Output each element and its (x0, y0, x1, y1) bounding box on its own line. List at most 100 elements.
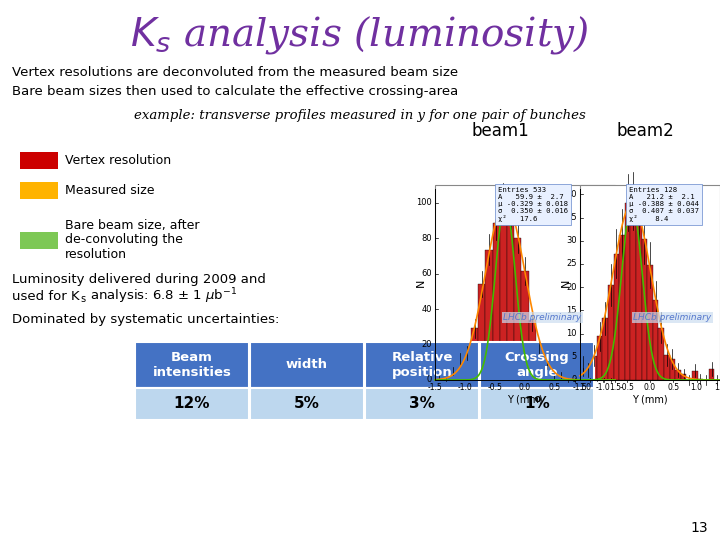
Text: 20: 20 (421, 340, 432, 349)
Text: 0.5: 0.5 (667, 383, 680, 392)
Bar (653, 300, 658, 380)
Bar (471, 328, 478, 380)
Bar (692, 370, 698, 380)
Bar (658, 328, 664, 380)
Bar (480, 388, 594, 420)
Bar (664, 355, 670, 380)
Text: Bare beam sizes then used to calculate the effective crossing-area: Bare beam sizes then used to calculate t… (12, 85, 458, 98)
Text: 35: 35 (567, 213, 577, 222)
Text: 0.5: 0.5 (549, 383, 561, 392)
Bar (708, 369, 714, 380)
Text: Y (mm): Y (mm) (632, 394, 668, 404)
Bar (442, 379, 449, 380)
Text: 20: 20 (567, 282, 577, 292)
Bar (20, 181, 58, 199)
Text: Entries 128
A   21.2 ±  2.1
μ -0.388 ± 0.044
σ  0.407 ± 0.037
χ²    8.4: Entries 128 A 21.2 ± 2.1 μ -0.388 ± 0.04… (629, 187, 699, 222)
Text: 40: 40 (421, 305, 432, 314)
Bar (528, 320, 536, 380)
Text: width: width (286, 359, 328, 372)
Bar (480, 342, 594, 388)
Text: 1.0: 1.0 (690, 383, 703, 392)
Text: used for K: used for K (12, 289, 80, 302)
Text: 1.0: 1.0 (579, 383, 591, 392)
Text: N: N (561, 278, 571, 287)
Text: 40: 40 (567, 190, 577, 199)
Text: 0.0: 0.0 (644, 383, 656, 392)
Bar (478, 284, 485, 380)
Text: Beam
intensities: Beam intensities (153, 351, 231, 379)
Bar (521, 271, 528, 380)
Bar (631, 201, 636, 380)
Text: beam2: beam2 (616, 122, 674, 140)
Bar (492, 223, 500, 380)
Text: -1.5: -1.5 (428, 383, 442, 392)
Text: 0: 0 (572, 375, 577, 384)
Text: -0.5: -0.5 (487, 383, 503, 392)
Bar (603, 319, 608, 380)
Text: LHCb preliminary: LHCb preliminary (633, 313, 711, 322)
Bar (20, 232, 58, 248)
Bar (580, 185, 720, 380)
Text: 0.0: 0.0 (519, 383, 531, 392)
Bar (514, 238, 521, 380)
Bar (449, 371, 456, 380)
Text: LHCb preliminary: LHCb preliminary (503, 313, 582, 322)
Bar (619, 235, 625, 380)
Bar (435, 377, 442, 380)
Text: 5: 5 (572, 352, 577, 361)
Text: 100: 100 (416, 198, 432, 207)
Bar (642, 239, 647, 380)
Text: Bare beam size, after
de-convoluting the
resolution: Bare beam size, after de-convoluting the… (65, 219, 199, 261)
Text: 30: 30 (567, 236, 577, 245)
Text: 60: 60 (421, 269, 432, 278)
Bar (135, 388, 249, 420)
Text: 13: 13 (690, 521, 708, 535)
Text: -1.5: -1.5 (572, 383, 588, 392)
Text: example: transverse profiles measured in y for one pair of bunches: example: transverse profiles measured in… (134, 109, 586, 122)
Bar (250, 388, 364, 420)
Bar (681, 374, 686, 380)
Bar (585, 370, 591, 380)
Bar (550, 377, 557, 380)
Text: N: N (416, 278, 426, 287)
Bar (591, 356, 597, 380)
Text: 12%: 12% (174, 396, 210, 411)
Bar (435, 185, 615, 380)
Bar (613, 253, 619, 380)
Text: Luminosity delivered during 2009 and: Luminosity delivered during 2009 and (12, 273, 266, 287)
Bar (608, 285, 613, 380)
Text: 10: 10 (567, 329, 577, 338)
Bar (365, 342, 479, 388)
Bar (500, 201, 507, 380)
Bar (250, 342, 364, 388)
Bar (670, 359, 675, 380)
Text: 3%: 3% (409, 396, 435, 411)
Bar (543, 363, 550, 380)
Text: s: s (80, 294, 85, 304)
Text: 1.5: 1.5 (714, 383, 720, 392)
Text: Relative
position: Relative position (391, 351, 453, 379)
Text: -0.5: -0.5 (619, 383, 634, 392)
Bar (456, 359, 464, 380)
Bar (698, 379, 703, 380)
Text: Vertex resolution: Vertex resolution (65, 153, 171, 166)
Bar (579, 372, 586, 380)
Text: beam1: beam1 (471, 122, 529, 140)
Text: 25: 25 (567, 259, 577, 268)
Bar (485, 249, 492, 380)
Text: Crossing
angle: Crossing angle (505, 351, 570, 379)
Bar (20, 152, 58, 168)
Text: -1.0: -1.0 (458, 383, 472, 392)
Bar (597, 336, 603, 380)
Text: -1.0: -1.0 (596, 383, 611, 392)
Text: Dominated by systematic uncertainties:: Dominated by systematic uncertainties: (12, 314, 279, 327)
Bar (507, 212, 514, 380)
Bar (625, 202, 631, 380)
Text: Y (mm): Y (mm) (507, 394, 543, 404)
Bar (647, 265, 653, 380)
Text: Measured size: Measured size (65, 184, 155, 197)
Text: 0: 0 (427, 375, 432, 384)
Bar (557, 375, 564, 380)
Text: Vertex resolutions are deconvoluted from the measured beam size: Vertex resolutions are deconvoluted from… (12, 66, 458, 79)
Text: 15: 15 (567, 306, 577, 315)
